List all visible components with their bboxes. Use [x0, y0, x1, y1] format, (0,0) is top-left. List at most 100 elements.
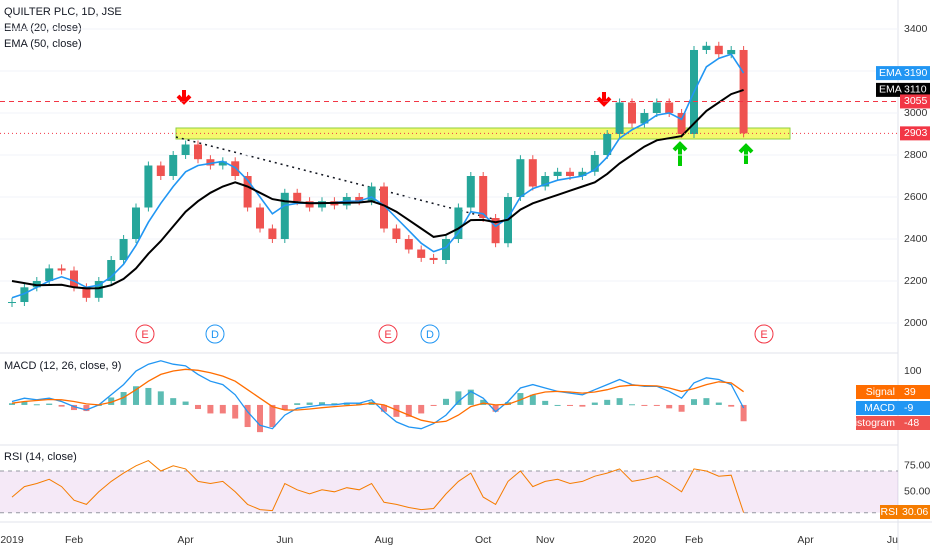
- histogram-bar: [480, 399, 487, 405]
- candle: [429, 257, 438, 261]
- histogram-bar: [430, 404, 437, 406]
- x-tick-label: 2019: [0, 534, 24, 546]
- legend-ema20: EMA (20, close): [4, 22, 82, 34]
- candle: [57, 268, 66, 271]
- candle: [70, 270, 78, 288]
- candle: [8, 302, 16, 304]
- candle: [590, 154, 599, 172]
- histogram-bar: [517, 393, 524, 405]
- histogram-bar: [567, 404, 573, 406]
- histogram-bar: [579, 404, 586, 407]
- histogram-bar: [666, 404, 673, 409]
- y-tick-label: 2400: [904, 233, 928, 245]
- event-label: D: [211, 329, 219, 341]
- candle: [144, 165, 153, 208]
- histogram-bar: [653, 404, 660, 406]
- candle: [218, 161, 227, 166]
- candle: [280, 192, 289, 240]
- candle: [256, 207, 264, 229]
- candle: [479, 176, 488, 219]
- histogram-bar: [294, 403, 301, 405]
- histogram-bar: [381, 404, 387, 412]
- candle: [32, 281, 41, 288]
- y-tick-label: 3000: [904, 107, 928, 119]
- price-tag-name: EMA: [879, 84, 902, 96]
- histogram-bar: [71, 404, 77, 411]
- histogram-bar: [356, 403, 363, 405]
- candle: [132, 207, 140, 240]
- x-tick-label: Ju: [887, 534, 898, 546]
- histogram-bar: [257, 404, 263, 433]
- candle: [380, 186, 388, 229]
- rsi-band: [0, 470, 898, 513]
- histogram-bar: [219, 404, 226, 414]
- candle: [553, 171, 562, 176]
- y-tick-label: 50.00: [904, 486, 930, 498]
- event-label: E: [141, 329, 148, 341]
- event-marker: [754, 324, 774, 344]
- trend-line: [175, 136, 506, 223]
- histogram-bar: [21, 401, 28, 405]
- candle: [442, 239, 450, 261]
- histogram-bar: [629, 404, 635, 406]
- histogram-bar: [9, 403, 15, 405]
- price-tag: [876, 82, 930, 97]
- candle: [404, 239, 413, 250]
- candle: [20, 287, 29, 303]
- candle: [541, 176, 550, 187]
- value-tag-name: Histogram: [847, 417, 895, 429]
- histogram-bar: [405, 404, 412, 417]
- histogram-bar: [145, 387, 152, 405]
- histogram-bar: [591, 402, 598, 405]
- candle: [628, 102, 636, 124]
- candle: [739, 49, 748, 134]
- candle: [293, 192, 302, 202]
- event-marker: [420, 324, 440, 344]
- histogram-bar: [703, 398, 710, 405]
- down-arrow: [176, 90, 192, 105]
- value-tag: [856, 416, 930, 430]
- value-tag-name: MACD: [864, 402, 895, 414]
- candle: [318, 201, 326, 208]
- histogram-bar: [182, 401, 189, 405]
- histogram-bar: [604, 399, 611, 405]
- event-label: E: [384, 329, 391, 341]
- histogram-bar: [133, 386, 139, 405]
- histogram-bar: [108, 397, 115, 405]
- histogram-bar: [232, 404, 239, 419]
- candle: [268, 228, 277, 240]
- value-tag: [880, 505, 930, 519]
- histogram-bar: [492, 404, 499, 412]
- x-tick-label: Nov: [536, 534, 555, 546]
- rsi-line: [11, 460, 745, 513]
- histogram-bar: [244, 404, 251, 428]
- candle: [367, 186, 376, 202]
- histogram-bar: [306, 402, 313, 405]
- candle: [119, 239, 128, 261]
- histogram-bar: [58, 404, 65, 407]
- candle: [615, 102, 624, 134]
- value-tag-value: -9: [904, 402, 913, 414]
- down-arrow: [596, 92, 612, 107]
- candle: [45, 268, 54, 282]
- candle: [156, 165, 165, 176]
- candle: [417, 249, 426, 258]
- histogram-bar: [83, 404, 90, 412]
- price-tag-value: 3055: [904, 95, 928, 107]
- candle: [714, 45, 723, 55]
- ema-line: [11, 88, 744, 290]
- candle: [243, 176, 252, 208]
- histogram-bar: [554, 404, 561, 406]
- candle: [491, 218, 500, 244]
- event-marker: [378, 324, 398, 344]
- candle: [94, 281, 103, 298]
- y-tick-label: 75.00: [904, 460, 930, 472]
- value-tag-name: Signal: [866, 386, 895, 398]
- candle: [107, 260, 116, 282]
- value-tag-value: 30.06: [902, 506, 928, 518]
- x-tick-label: Apr: [797, 534, 814, 546]
- macd-title: MACD (12, 26, close, 9): [4, 360, 121, 372]
- candle: [82, 287, 91, 298]
- value-tag-name: RSI: [880, 506, 898, 518]
